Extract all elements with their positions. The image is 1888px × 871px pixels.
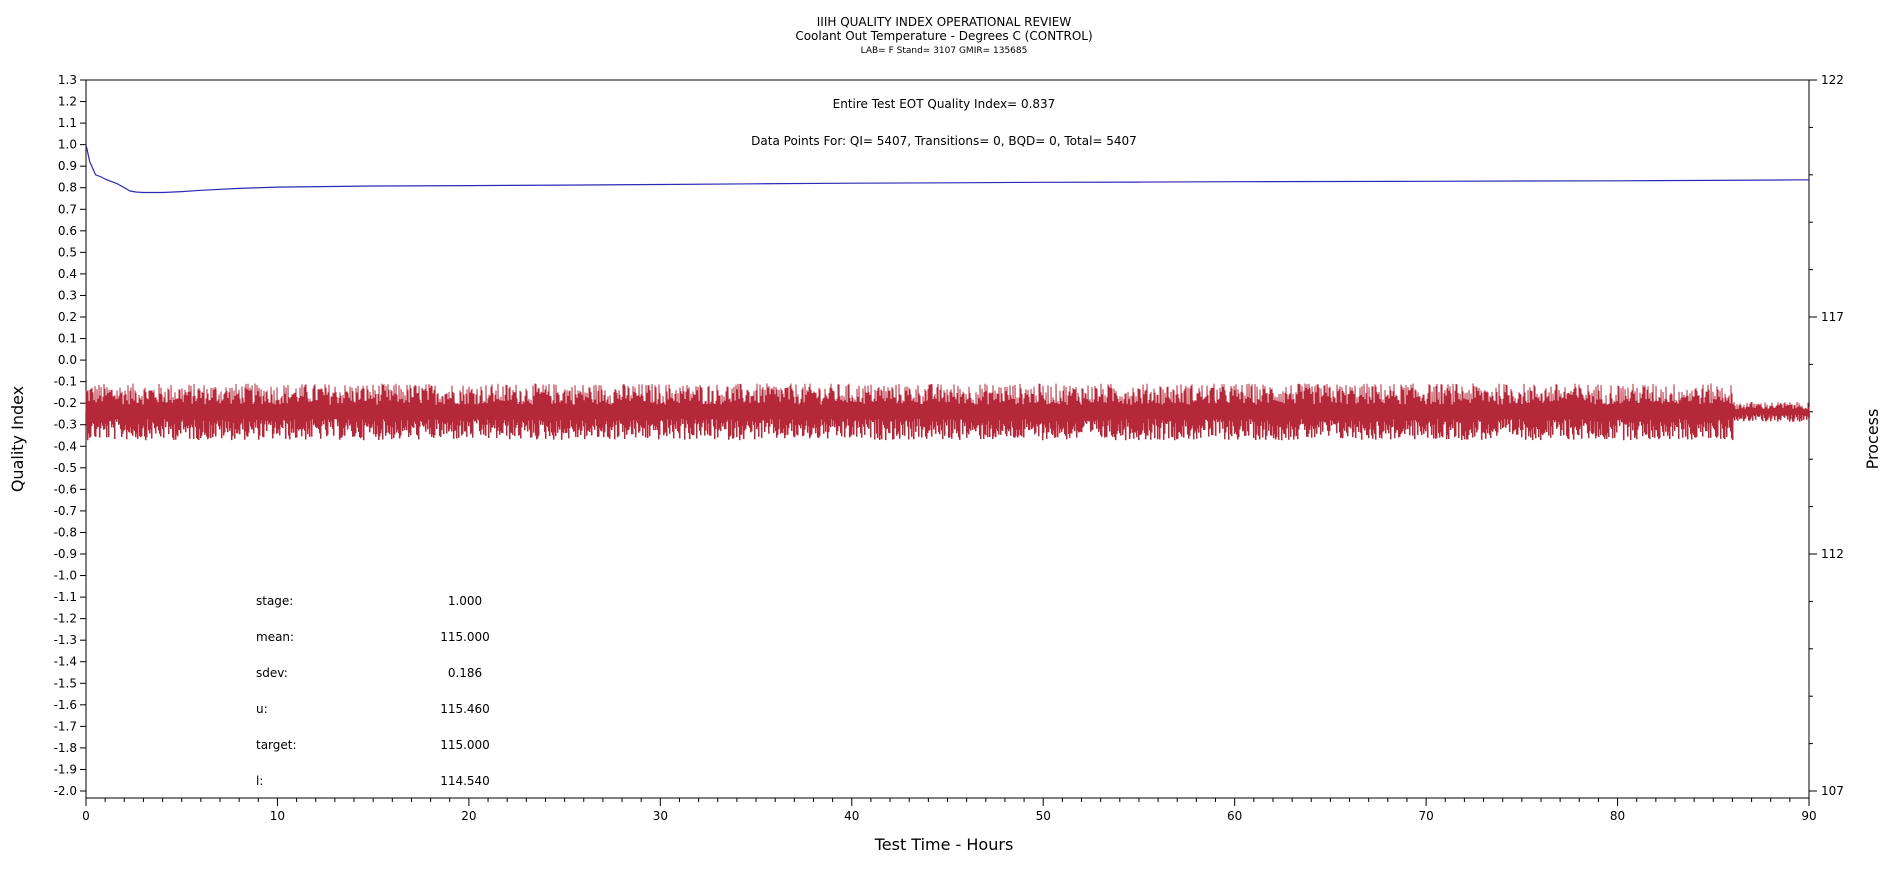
data-points-annotation: Data Points For: QI= 5407, Transitions= … — [751, 134, 1137, 148]
x-axis: 0 10 20 30 40 50 60 70 80 90 — [82, 798, 1817, 823]
x-tick-label: 30 — [653, 809, 668, 823]
stat-value: 1.000 — [448, 594, 482, 608]
y2-tick-label: 112 — [1821, 547, 1844, 561]
quality-index-series-line — [85, 144, 1810, 194]
y-tick-label: 0.6 — [58, 224, 77, 238]
y-tick-label: 1.0 — [58, 138, 77, 152]
x-axis-title: Test Time - Hours — [874, 835, 1014, 854]
x-tick-label: 70 — [1418, 809, 1433, 823]
x-tick-label: 40 — [844, 809, 859, 823]
y-tick-label: -1.6 — [54, 698, 77, 712]
y-tick-label: -0.1 — [54, 375, 77, 389]
y-tick-label: -2.0 — [54, 784, 77, 798]
plot-area-frame — [85, 79, 1810, 799]
right-axis: 122 117 112 107 — [1809, 73, 1844, 798]
y-tick-label: 0.0 — [58, 353, 77, 367]
stat-label: l: — [256, 774, 263, 788]
y2-axis-title: Process — [1863, 409, 1882, 470]
stat-label: stage: — [256, 594, 293, 608]
y-tick-label: -1.7 — [54, 719, 77, 733]
stat-label: u: — [256, 702, 268, 716]
y-tick-label: 1.1 — [58, 116, 77, 130]
x-tick-label: 80 — [1610, 809, 1625, 823]
y-tick-label: 0.1 — [58, 332, 77, 346]
process-series — [85, 383, 1810, 441]
process-series-line — [85, 383, 1810, 441]
x-tick-label: 60 — [1227, 809, 1242, 823]
left-axis: 1.3 1.2 1.1 1.0 0.9 0.8 0.7 0.6 0.5 0.4 0.3 0.2 0.1 0… — [54, 73, 86, 798]
y-tick-label: -1.2 — [54, 612, 77, 626]
y-tick-label: 0.2 — [58, 310, 77, 324]
y-tick-label: -1.9 — [54, 762, 77, 776]
stat-value: 115.000 — [440, 630, 490, 644]
y-tick-label: -0.4 — [54, 439, 77, 453]
stat-label: mean: — [256, 630, 294, 644]
chart-title: IIIH QUALITY INDEX OPERATIONAL REVIEW — [817, 15, 1072, 29]
y-tick-label: -1.3 — [54, 633, 77, 647]
y-tick-label: 0.5 — [58, 245, 77, 259]
y2-tick-label: 117 — [1821, 310, 1844, 324]
x-tick-label: 90 — [1801, 809, 1816, 823]
y-axis-title: Quality Index — [8, 386, 27, 492]
stat-label: target: — [256, 738, 297, 752]
y-tick-label: -0.9 — [54, 547, 77, 561]
y-tick-label: -1.5 — [54, 676, 77, 690]
stat-value: 115.000 — [440, 738, 490, 752]
y-tick-label: -1.8 — [54, 741, 77, 755]
y-tick-label: 0.3 — [58, 288, 77, 302]
stat-value: 115.460 — [440, 702, 490, 716]
y-tick-label: -1.4 — [54, 655, 77, 669]
chart-subtitle: Coolant Out Temperature - Degrees C (CON… — [795, 29, 1092, 43]
x-tick-label: 10 — [270, 809, 285, 823]
y-tick-label: -0.7 — [54, 504, 77, 518]
y-tick-label: -1.0 — [54, 569, 77, 583]
x-tick-label: 50 — [1036, 809, 1051, 823]
y-tick-label: 0.7 — [58, 202, 77, 216]
y-tick-label: 1.3 — [58, 73, 77, 87]
y-tick-label: -0.6 — [54, 482, 77, 496]
y2-tick-label: 107 — [1821, 784, 1844, 798]
eot-quality-index-annotation: Entire Test EOT Quality Index= 0.837 — [833, 97, 1056, 111]
stat-value: 114.540 — [440, 774, 490, 788]
y-tick-label: 0.8 — [58, 181, 77, 195]
y-tick-label: -1.1 — [54, 590, 77, 604]
y2-tick-label: 122 — [1821, 73, 1844, 87]
y-tick-label: 1.2 — [58, 95, 77, 109]
y-tick-label: -0.8 — [54, 525, 77, 539]
stats-block: stage: 1.000 mean: 115.000 sdev: 0.186 u: 115.4… — [256, 594, 490, 788]
y-tick-label: -0.2 — [54, 396, 77, 410]
stat-value: 0.186 — [448, 666, 482, 680]
chart-subtitle-lab: LAB= F Stand= 3107 GMIR= 135685 — [861, 46, 1028, 56]
x-tick-label: 0 — [82, 809, 90, 823]
x-tick-label: 20 — [461, 809, 476, 823]
y-tick-label: -0.3 — [54, 418, 77, 432]
y-tick-label: 0.9 — [58, 159, 77, 173]
stat-label: sdev: — [256, 666, 288, 680]
y-tick-label: 0.4 — [58, 267, 77, 281]
y-tick-label: -0.5 — [54, 461, 77, 475]
